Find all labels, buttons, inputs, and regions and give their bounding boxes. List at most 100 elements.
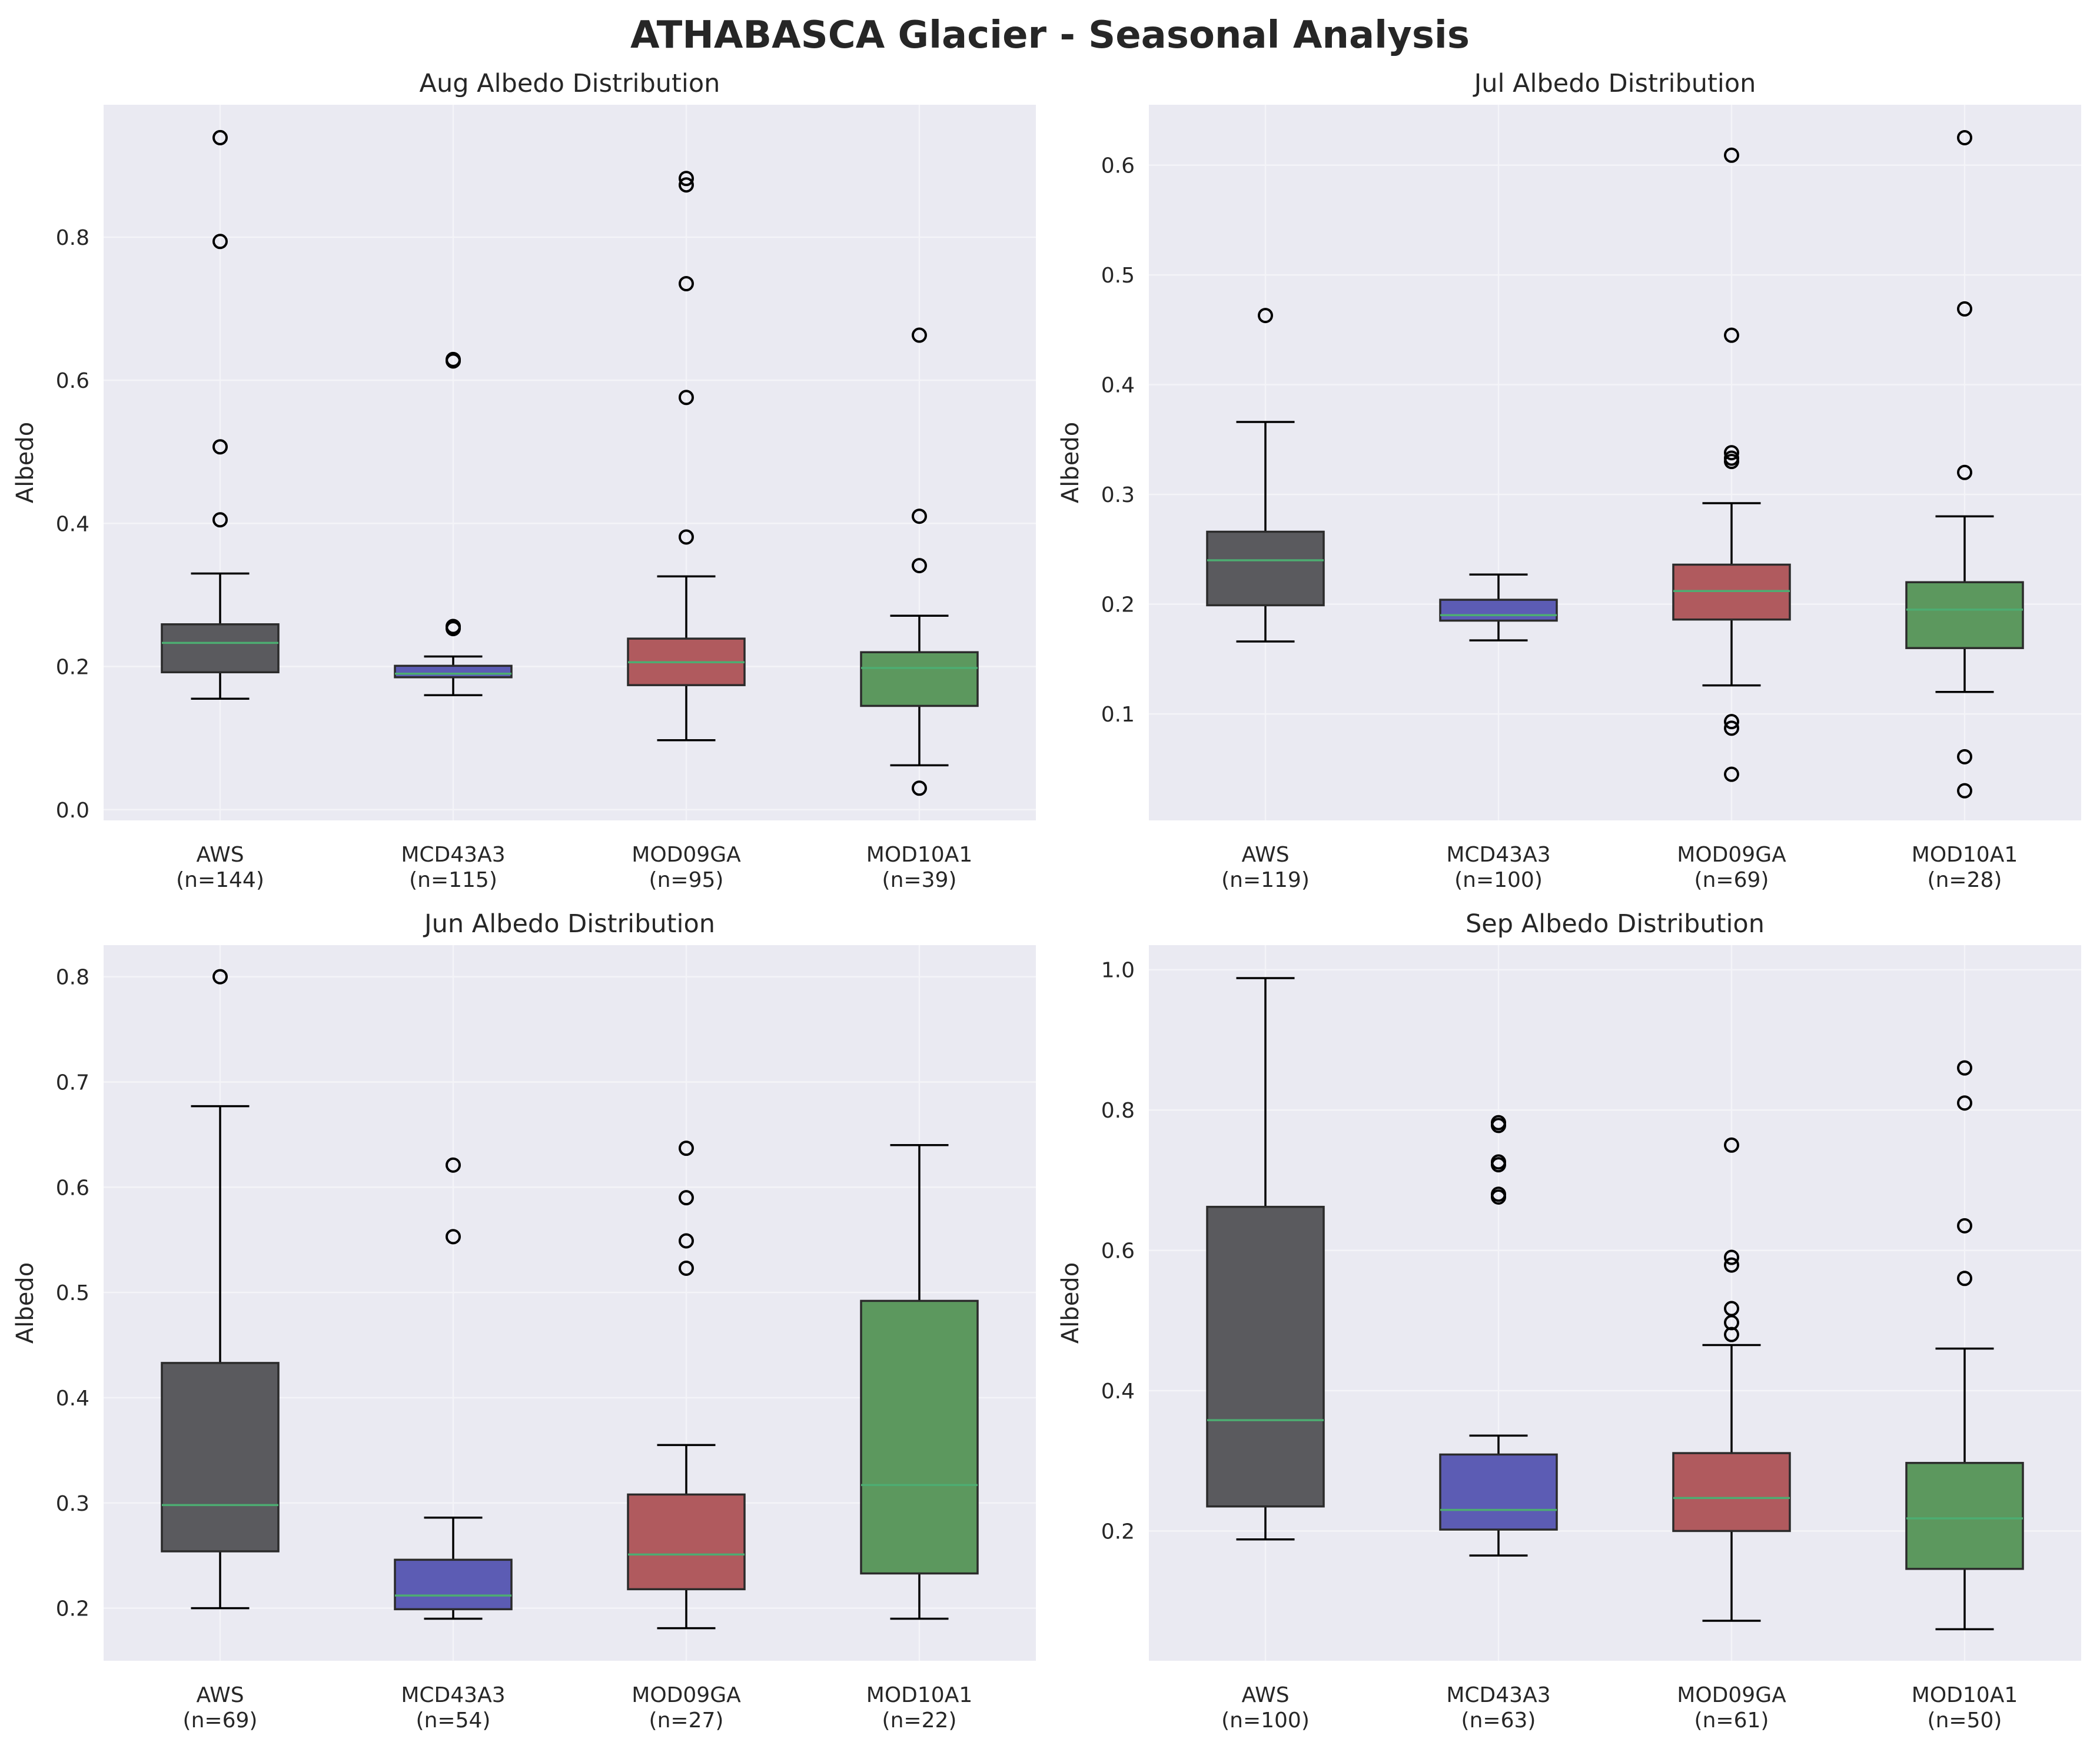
y-tick-label: 1.0 [1101, 959, 1135, 983]
x-tick-label: MOD09GA [1677, 843, 1786, 867]
y-tick-label: 0.8 [56, 966, 89, 990]
y-tick-label: 0.4 [56, 512, 89, 536]
box-MCD43A3 [394, 351, 513, 696]
x-tick-count-label: (n=22) [882, 1708, 957, 1733]
y-tick-label: 0.6 [56, 369, 89, 393]
x-tick-label: MOD10A1 [1912, 1683, 2018, 1707]
box-body [1439, 1453, 1558, 1531]
box-MOD10A1 [1905, 129, 2024, 799]
y-tick-label: 0.5 [1101, 264, 1135, 288]
outlier-point [912, 558, 927, 574]
box-AWS [1206, 308, 1325, 643]
box-body [1672, 1452, 1791, 1532]
x-tick-label: MCD43A3 [401, 1683, 505, 1707]
box-body [860, 1299, 979, 1575]
chart-panel-3: Jun Albedo Distribution Albedo 0.2 0.3 0.4 0.… [12, 909, 1036, 1733]
x-tick-count-label: (n=61) [1694, 1708, 1769, 1733]
y-axis-label: Albedo [12, 1262, 39, 1344]
y-tick-label: 0.8 [56, 226, 89, 250]
outlier-point [679, 390, 694, 405]
x-tick-count-label: (n=63) [1461, 1708, 1536, 1733]
box-body [860, 651, 979, 707]
outlier-point [446, 351, 461, 367]
box-body [161, 1362, 280, 1552]
y-axis-label: Albedo [1057, 422, 1084, 503]
outlier-point [1491, 1115, 1506, 1131]
box-body [1672, 563, 1791, 621]
x-tick-count-label: (n=39) [882, 868, 957, 892]
outlier-point [1491, 1154, 1506, 1170]
outlier-point [912, 508, 927, 524]
outlier-point [1724, 1257, 1739, 1273]
y-tick-label: 0.0 [56, 799, 89, 823]
y-axis-label: Albedo [12, 422, 39, 503]
y-tick-label: 0.6 [1101, 154, 1135, 178]
box-MOD09GA [627, 1141, 746, 1630]
y-tick-label: 0.4 [1101, 1379, 1135, 1404]
box-MOD10A1 [1905, 1060, 2024, 1631]
box-body [1905, 581, 2024, 649]
y-tick-label: 0.2 [1101, 1520, 1135, 1544]
outlier-point [679, 1190, 694, 1206]
outlier-point [446, 1157, 461, 1173]
box-MCD43A3 [394, 1157, 513, 1620]
x-tick-count-label: (n=100) [1454, 868, 1543, 892]
outlier-point [212, 439, 228, 455]
outlier-point [679, 1141, 694, 1156]
x-tick-label: MCD43A3 [1446, 843, 1550, 867]
x-tick-label: MOD10A1 [1912, 843, 2018, 867]
outlier-point [1957, 301, 1972, 317]
x-tick-label: AWS [196, 843, 244, 867]
outlier-point [446, 1229, 461, 1245]
outlier-point [1957, 1271, 1972, 1286]
panel-title: Jun Albedo Distribution [423, 909, 715, 939]
x-tick-count-label: (n=95) [649, 868, 724, 892]
box-MCD43A3 [1439, 1115, 1558, 1557]
box-MOD10A1 [860, 1144, 979, 1620]
y-tick-label: 0.2 [1101, 593, 1135, 617]
outlier-point [1491, 1186, 1506, 1202]
box-body [394, 1558, 513, 1611]
x-tick-count-label: (n=144) [176, 868, 264, 892]
outlier-point [679, 529, 694, 545]
outlier-point [1724, 147, 1739, 163]
x-tick-count-label: (n=100) [1221, 1708, 1310, 1733]
y-tick-label: 0.1 [1101, 703, 1135, 727]
outlier-point [1957, 1218, 1972, 1234]
outlier-point [1957, 1060, 1972, 1076]
box-body [161, 623, 280, 674]
box-MOD10A1 [860, 327, 979, 796]
y-tick-label: 0.7 [56, 1071, 89, 1095]
x-tick-label: MOD10A1 [866, 1683, 972, 1707]
box-body [1206, 1205, 1325, 1508]
box-body [1439, 599, 1558, 622]
box-body [394, 664, 513, 679]
outlier-point [679, 276, 694, 291]
box-MOD09GA [1672, 147, 1791, 782]
x-tick-label: MOD09GA [632, 1683, 741, 1707]
outlier-point [1957, 129, 1972, 145]
y-tick-label: 0.6 [1101, 1239, 1135, 1264]
x-tick-label: AWS [1241, 843, 1289, 867]
outlier-point [1724, 445, 1739, 461]
x-tick-label: MCD43A3 [1446, 1683, 1550, 1707]
x-tick-count-label: (n=28) [1928, 868, 2002, 892]
outlier-point [1724, 1249, 1739, 1265]
outlier-point [679, 1233, 694, 1249]
y-tick-label: 0.8 [1101, 1099, 1135, 1123]
panel-title: Aug Albedo Distribution [420, 69, 720, 98]
x-tick-count-label: (n=54) [416, 1708, 491, 1733]
x-tick-count-label: (n=50) [1928, 1708, 2002, 1733]
outlier-point [1957, 464, 1972, 480]
x-tick-label: MOD09GA [1677, 1683, 1786, 1707]
panel-title: Jul Albedo Distribution [1473, 69, 1756, 98]
outlier-point [1957, 1095, 1972, 1111]
box-body [1206, 530, 1325, 607]
y-tick-label: 0.3 [56, 1492, 89, 1516]
outlier-point [1724, 714, 1739, 730]
y-tick-label: 0.2 [56, 656, 89, 680]
x-tick-count-label: (n=69) [183, 1708, 258, 1733]
x-tick-count-label: (n=27) [649, 1708, 724, 1733]
y-axis-label: Albedo [1057, 1262, 1084, 1344]
outlier-point [1724, 766, 1739, 782]
